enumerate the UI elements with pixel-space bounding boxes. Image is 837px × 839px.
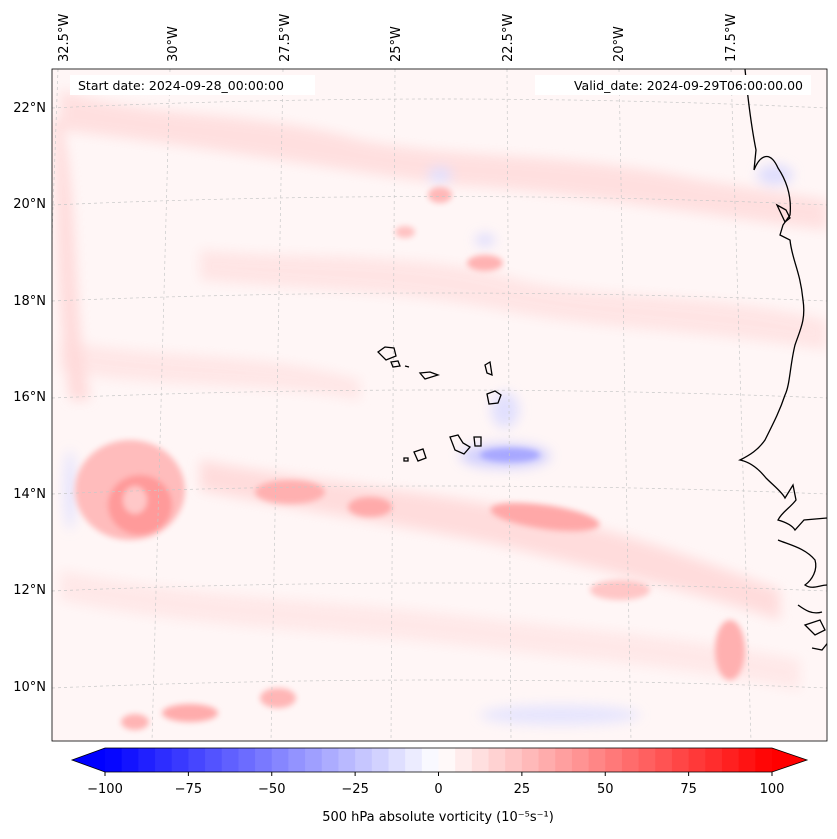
colorbar-cell [671,748,690,772]
colorbar-cell [121,748,139,772]
colorbar-cell [721,748,740,772]
lat-label-18n: 18°N [13,294,46,309]
lat-label-12n: 12°N [13,583,46,598]
coastline [376,69,827,651]
colorbar-cell [738,748,756,772]
longitude-labels: 32.5°W 30°W 27.5°W 25°W 22.5°W 20°W 17.5… [57,14,739,62]
start-date-label: Start date: 2024-09-28_00:00:00 [78,78,284,93]
colorbar-cell [238,748,256,772]
colorbar-cell [288,748,306,772]
colorbar-cell [205,748,223,772]
colorbar-tick-label: −50 [258,782,285,797]
colorbar-cell [188,748,206,772]
colorbar-cell [271,748,290,772]
colorbar-tick-label: −25 [341,782,368,797]
lon-label-17-5w: 17.5°W [724,14,739,62]
colorbar-label: 500 hPa absolute vorticity (10⁻⁵s⁻¹) [322,810,554,825]
lat-label-14n: 14°N [13,487,46,502]
colorbar-cell [488,748,506,772]
lon-label-22-5w: 22.5°W [501,14,516,62]
colorbar-cell [538,748,556,772]
colorbar-tick-label: 25 [514,782,531,797]
colorbar-cell [105,748,123,772]
colorbar-tick-label: 0 [434,782,442,797]
lon-label-27-5w: 27.5°W [278,14,293,62]
colorbar-cell [755,748,773,772]
colorbar-cell [605,748,623,772]
lon-label-20w: 20°W [612,26,627,62]
colorbar-cell [471,748,490,772]
colorbar-cell [388,748,406,772]
colorbar-cell [221,748,240,772]
lat-label-20n: 20°N [13,197,46,212]
map-frame [51,68,828,742]
map-panel: Start date: 2024-09-28_00:00:00 Valid_da… [52,69,827,741]
colorbar-cell [421,748,440,772]
colorbar-cell [571,748,590,772]
colorbar-cell [588,748,606,772]
colorbar-cell [455,748,473,772]
colorbar-tick-label: −100 [87,782,123,797]
colorbar-cell [138,748,156,772]
colorbar-tick-label: 50 [597,782,614,797]
colorbar-cell [355,748,373,772]
colorbar-cell [705,748,723,772]
lon-label-25w: 25°W [389,26,404,62]
lat-label-16n: 16°N [13,390,46,405]
vorticity-field [52,90,827,730]
start-date-box [70,75,315,95]
colorbar-cell [555,748,573,772]
colorbar-cells [105,748,773,772]
graticule [52,69,827,741]
lat-label-22n: 22°N [13,101,46,116]
colorbar-cell [171,748,189,772]
lat-label-10n: 10°N [13,680,46,695]
colorbar-cell [371,748,390,772]
latitude-labels: 22°N 20°N 18°N 16°N 14°N 12°N 10°N [13,101,46,695]
colorbar-cell [255,748,273,772]
colorbar-extend-min [72,748,105,772]
colorbar-tick-label: −75 [175,782,202,797]
colorbar-ticks: −100 −75 −50 −25 0 25 50 75 100 [87,772,784,797]
colorbar-cell [688,748,706,772]
lon-label-32-5w: 32.5°W [57,14,72,62]
colorbar-cell [655,748,673,772]
colorbar-cell [638,748,656,772]
colorbar-cell [155,748,173,772]
colorbar-cell [438,748,456,772]
colorbar-cell [305,748,323,772]
colorbar: −100 −75 −50 −25 0 25 50 75 100 500 hPa absolute… [70,747,809,825]
colorbar-tick-label: 75 [680,782,697,797]
colorbar-cell [405,748,423,772]
colorbar-cell [521,748,540,772]
colorbar-cell [321,748,340,772]
valid-date-box [535,75,811,95]
valid-date-label: Valid_date: 2024-09-29T06:00:00.00 [574,78,803,93]
colorbar-extend-max [772,748,807,772]
colorbar-cell [621,748,640,772]
colorbar-cell [505,748,523,772]
colorbar-cell [338,748,356,772]
lon-label-30w: 30°W [166,26,181,62]
colorbar-tick-label: 100 [760,782,785,797]
